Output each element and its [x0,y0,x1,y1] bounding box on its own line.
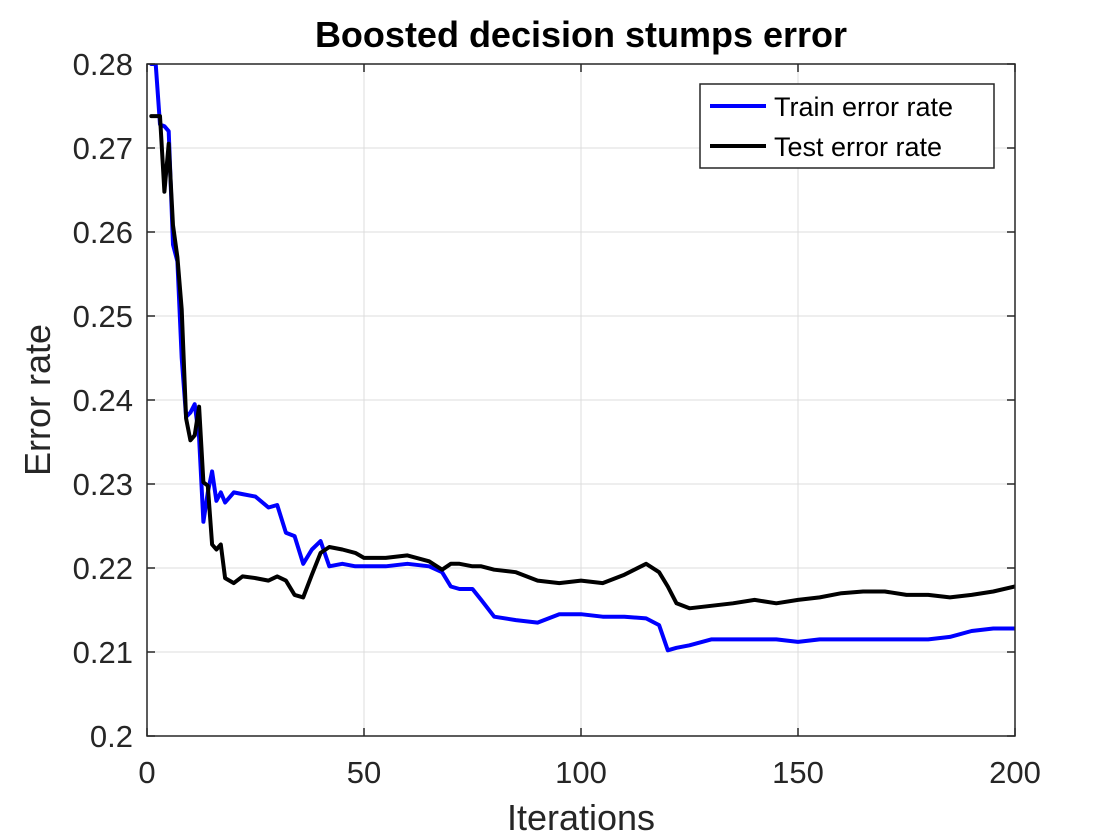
y-axis-label: Error rate [17,324,58,476]
x-tick-label: 150 [772,755,824,790]
x-tick-label: 200 [989,755,1041,790]
x-tick-label: 0 [138,755,155,790]
y-tick-label: 0.24 [73,383,133,418]
y-tick-label: 0.22 [73,551,133,586]
y-tick-label: 0.27 [73,131,133,166]
x-tick-label: 50 [347,755,381,790]
legend-label: Test error rate [774,132,942,162]
chart-title: Boosted decision stumps error [315,14,847,55]
x-tick-label: 100 [555,755,607,790]
x-axis-label: Iterations [507,797,655,838]
test-error-line [149,114,1015,611]
legend-label: Train error rate [774,92,953,122]
plot-area: 0 50 100 150 200 0.2 0.21 0.22 0.23 0.24 0.25 0.26 0… [73,47,1041,790]
legend-box [699,83,995,169]
y-tick-label: 0.26 [73,215,133,250]
y-tick-label: 0.21 [73,635,133,670]
y-tick-label: 0.25 [73,299,133,334]
y-tick-label: 0.23 [73,467,133,502]
y-tick-label: 0.2 [90,719,133,754]
y-tick-label: 0.28 [73,47,133,82]
